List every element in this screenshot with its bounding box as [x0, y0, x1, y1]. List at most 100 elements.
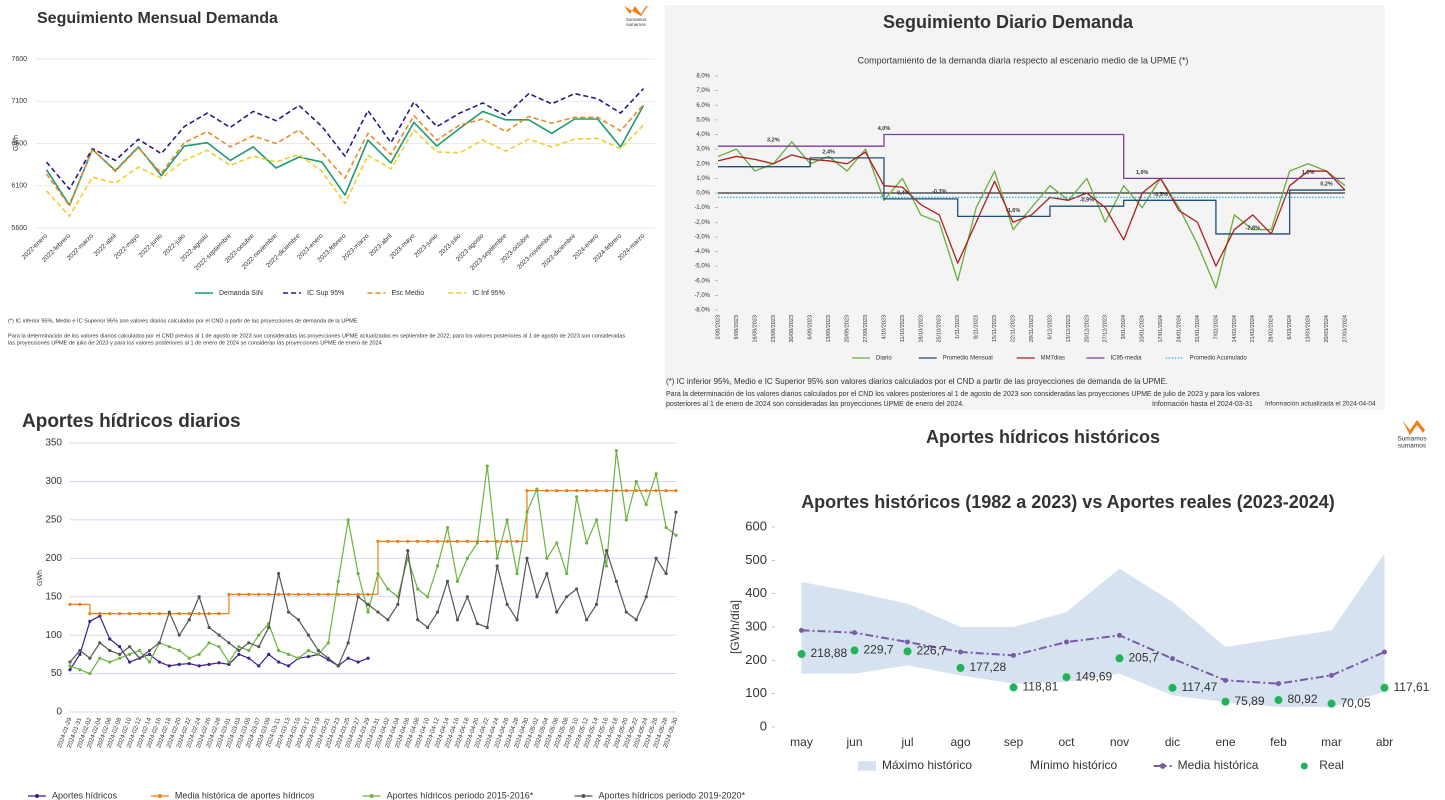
note: Información actualizada el 2024-04-04	[1265, 401, 1376, 408]
x-tick-label: 3/01/2024	[1121, 315, 1127, 339]
marker	[286, 592, 291, 597]
marker	[197, 652, 201, 656]
y-tick-label: 100	[45, 630, 62, 641]
data-label: 117,61	[1394, 680, 1430, 694]
point	[1168, 683, 1177, 692]
marker	[98, 614, 102, 618]
x-tick-label: 20/09/2023	[845, 315, 851, 343]
marker	[1170, 656, 1175, 662]
marker	[455, 539, 460, 543]
annotation: 3,2%	[767, 138, 780, 144]
marker	[346, 656, 350, 660]
marker	[306, 633, 311, 637]
annotation: -0,9%	[1080, 198, 1094, 204]
annotation: 2,4%	[822, 149, 835, 155]
marker	[346, 592, 350, 597]
x-tick-label: 1/11/2023	[955, 315, 961, 339]
marker	[98, 656, 102, 660]
chart-title: Seguimiento Diario Demanda	[883, 12, 1134, 32]
y-tick-label: 8,0%	[696, 74, 710, 80]
annotation: 1,0%	[1302, 170, 1315, 176]
marker	[366, 610, 370, 614]
marker	[634, 489, 638, 493]
x-tick-label: 8/11/2023	[974, 315, 980, 339]
marker	[445, 579, 450, 583]
y-tick-label: 0,0%	[696, 191, 710, 197]
y-tick-label: -8,0%	[694, 308, 710, 314]
marker	[286, 664, 291, 668]
marker	[187, 656, 191, 660]
data-label: 118,81	[1023, 680, 1059, 694]
marker	[286, 652, 291, 656]
y-tick-label: 6,0%	[696, 103, 710, 109]
marker	[614, 579, 618, 583]
marker	[495, 564, 499, 568]
legend-label: Mínimo histórico	[1030, 758, 1118, 772]
marker	[128, 645, 132, 649]
marker	[426, 539, 430, 543]
marker	[624, 518, 628, 522]
marker	[128, 660, 132, 664]
marker	[555, 489, 559, 493]
marker	[594, 602, 599, 607]
marker	[575, 587, 579, 591]
y-tick-label: 3,0%	[696, 147, 710, 153]
marker	[277, 572, 281, 576]
line	[45, 124, 645, 217]
note: Para la determinación de los valores dia…	[666, 391, 1260, 398]
x-tick-label: jul	[900, 735, 913, 749]
marker	[88, 612, 92, 616]
marker	[674, 489, 678, 493]
marker	[78, 652, 82, 656]
note: (*) IC inferior 95%, Medio e IC Superior…	[666, 377, 1168, 386]
y-tick-label: 2,0%	[696, 161, 710, 167]
marker	[157, 612, 162, 616]
marker	[177, 633, 181, 637]
marker	[356, 660, 360, 664]
marker	[565, 572, 569, 576]
data-label: 226,7	[917, 644, 947, 658]
annotation: 1,0%	[1136, 170, 1149, 176]
marker	[485, 625, 489, 630]
x-tick-label: 25/10/2023	[937, 315, 943, 343]
marker	[1064, 639, 1069, 645]
marker	[1382, 649, 1387, 655]
y-tick-label: 7,0%	[696, 88, 710, 94]
marker	[167, 610, 171, 614]
marker	[644, 489, 648, 493]
marker	[68, 664, 72, 668]
legend-label: Aportes hídricos	[52, 790, 118, 800]
line	[718, 157, 1345, 235]
marker	[485, 464, 489, 468]
x-tick-label: 30/08/2023	[789, 315, 795, 343]
line	[801, 629, 1385, 685]
marker	[1011, 652, 1016, 658]
note: posteriores al 1 de enero de 2024 son co…	[666, 401, 964, 408]
marker	[416, 587, 420, 591]
data-label: 117,47	[1182, 680, 1218, 694]
marker	[535, 595, 539, 599]
marker	[515, 572, 519, 576]
x-tick-label: oct	[1058, 735, 1075, 749]
marker	[267, 625, 271, 630]
annotation: -0,4%	[895, 190, 909, 196]
marker	[108, 612, 112, 616]
x-tick-label: 4/10/2023	[881, 315, 887, 339]
data-label: 177,28	[970, 660, 1007, 674]
point	[850, 646, 859, 655]
y-tick-label: 4,0%	[696, 132, 710, 138]
y-axis-label: [GWh/día]	[728, 600, 742, 654]
marker	[386, 618, 390, 622]
marker	[664, 489, 668, 493]
marker	[296, 592, 301, 597]
panel-background	[665, 5, 1385, 410]
logo-mark	[624, 6, 648, 16]
x-tick-label: 6/12/2023	[1047, 315, 1053, 339]
marker	[207, 662, 211, 666]
legend-label: Demanda SIN	[219, 290, 263, 297]
x-tick-label: 15/11/2023	[992, 315, 998, 342]
point	[903, 647, 912, 656]
x-tick-label: 2022-junio	[138, 232, 165, 259]
y-tick-label: -5,0%	[694, 264, 710, 270]
